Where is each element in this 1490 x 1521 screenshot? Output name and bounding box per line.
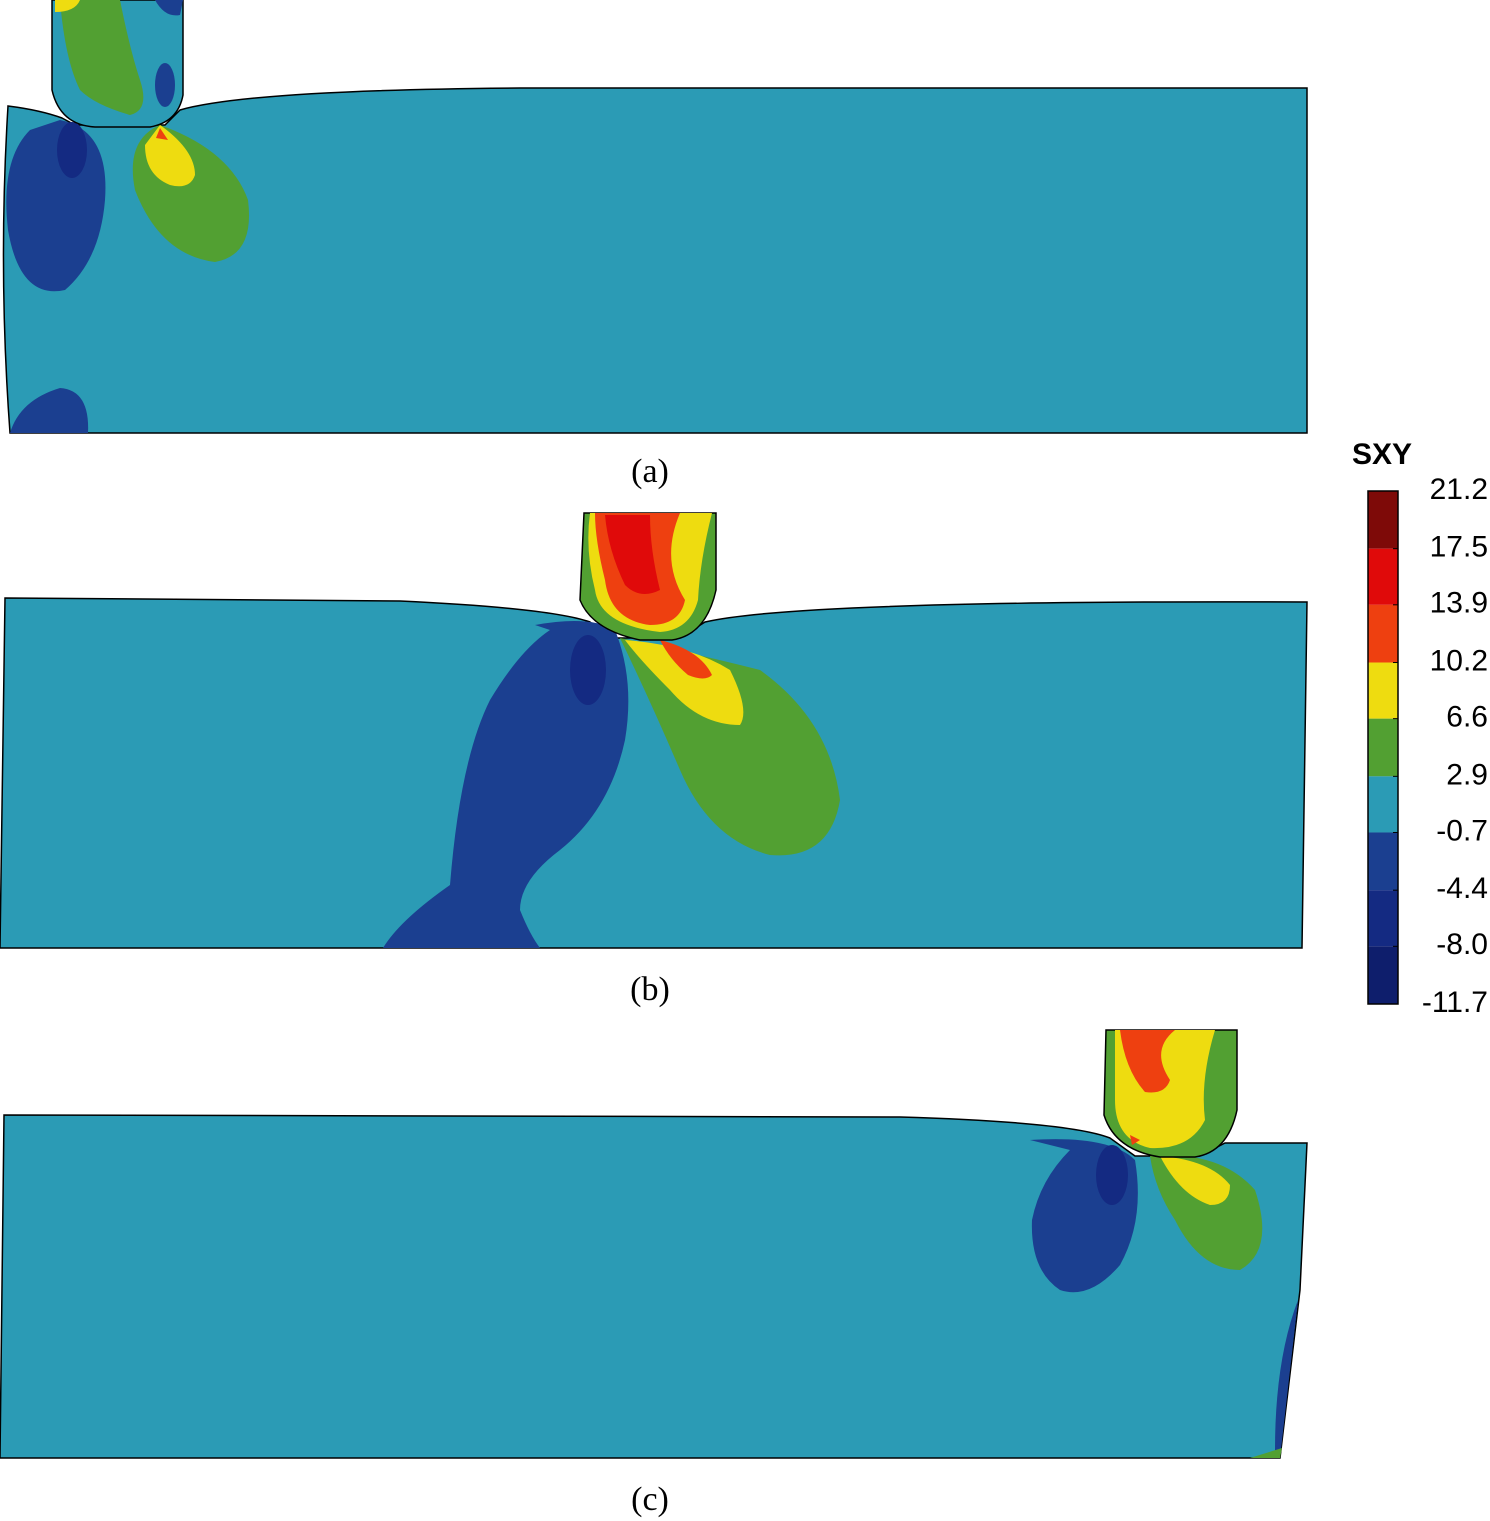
panel-label: (a) — [631, 453, 669, 490]
contour-min — [570, 635, 606, 705]
contour-positive — [1150, 1155, 1263, 1270]
panel-label: (c) — [631, 1481, 669, 1518]
colorbar-tick-label: 2.9 — [1446, 758, 1488, 791]
colorbar-tick-label: -8.0 — [1436, 928, 1488, 961]
colorbar-frame — [1367, 490, 1399, 1005]
contour-red — [605, 515, 660, 594]
colorbar-tick-label: -0.7 — [1436, 814, 1488, 847]
colorbar-tick-label: 17.5 — [1430, 531, 1488, 564]
contour-min — [57, 122, 87, 178]
contour-negative — [155, 0, 183, 16]
colorbar-band — [1368, 890, 1398, 947]
contour-high — [1160, 1156, 1230, 1205]
colorbar-tick-label: 21.2 — [1430, 473, 1488, 506]
colorbar-band — [1368, 491, 1398, 549]
contour-min — [1096, 1145, 1128, 1205]
colorbar-band — [1368, 548, 1398, 605]
contour-orange — [1120, 1030, 1175, 1093]
colorbar-band — [1368, 946, 1398, 1004]
contour-high — [145, 125, 195, 187]
colorbar: SXY 21.2 17.5 13.9 10.2 6.6 2.9 -0.7 -4.4 -8.0 -1… — [1352, 438, 1488, 1019]
colorbar-tick-label: 10.2 — [1430, 644, 1488, 677]
panel-b: (b) — [0, 512, 1308, 1008]
colorbar-band — [1368, 832, 1398, 891]
colorbar-tick-label: 6.6 — [1446, 701, 1488, 734]
specimen — [0, 1114, 1308, 1459]
colorbar-band — [1368, 718, 1398, 777]
colorbar-title: SXY — [1352, 438, 1412, 471]
contour-peak — [660, 640, 712, 679]
contour-negative — [155, 63, 175, 107]
contour-negative — [1275, 1300, 1298, 1458]
colorbar-tick-label: 13.9 — [1430, 587, 1488, 620]
contour-negative — [383, 621, 629, 948]
colorbar-tick-label: -4.4 — [1436, 872, 1488, 905]
specimen — [0, 597, 1308, 949]
contour-positive — [60, 0, 144, 115]
contour-orange — [1130, 1135, 1140, 1145]
panel-c: (c) — [0, 1029, 1308, 1518]
contour-negative — [10, 388, 89, 433]
colorbar-band — [1368, 604, 1398, 663]
specimen — [2, 87, 1308, 434]
colorbar-band — [1368, 662, 1398, 719]
contour-high — [625, 640, 744, 725]
colorbar-tick-label: -11.7 — [1422, 986, 1488, 1019]
contour-positive — [1250, 1448, 1282, 1458]
panel-label: (b) — [630, 971, 670, 1008]
panel-a: (a) — [2, 0, 1308, 490]
contour-peak — [156, 128, 168, 140]
colorbar-band — [1368, 776, 1398, 833]
contour-high — [55, 0, 80, 12]
